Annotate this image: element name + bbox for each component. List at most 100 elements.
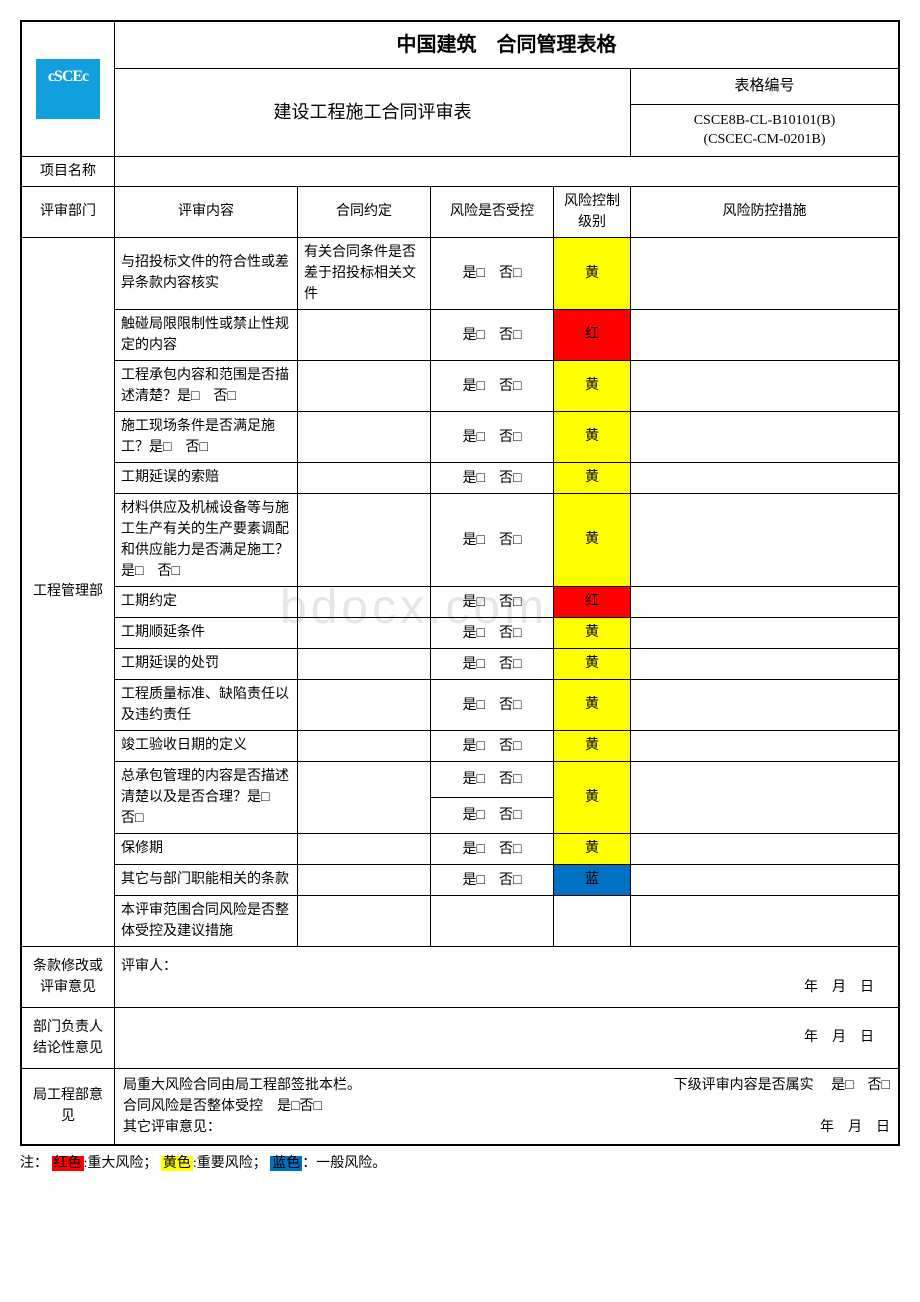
sig3-date: 年 月 日 [820, 1117, 890, 1138]
project-name-label: 项目名称 [21, 156, 115, 186]
row-yn[interactable]: 是□ 否□ [431, 586, 554, 617]
row-measure[interactable] [631, 462, 900, 493]
sig2-body[interactable]: 年 月 日 [115, 1007, 900, 1068]
row-risk: 黄 [554, 730, 631, 761]
row-yn[interactable]: 是□ 否□ [431, 237, 554, 309]
row-agreement [298, 493, 431, 586]
row-risk: 黄 [554, 617, 631, 648]
row-yn[interactable] [431, 895, 554, 946]
row-content: 竣工验收日期的定义 [115, 730, 298, 761]
row-risk: 红 [554, 309, 631, 360]
sig3-body[interactable]: 局重大风险合同由局工程部签批本栏。 下级评审内容是否属实 是□ 否□ 合同风险是… [115, 1068, 900, 1145]
row-agreement [298, 833, 431, 864]
row-measure[interactable] [631, 586, 900, 617]
row-measure[interactable] [631, 895, 900, 946]
row-agreement [298, 761, 431, 833]
row-yn[interactable]: 是□ 否□ [431, 360, 554, 411]
logo-cell: cSCEc [21, 21, 115, 156]
dept-cell: 工程管理部 [21, 237, 115, 946]
row-risk: 黄 [554, 761, 631, 833]
row-measure[interactable] [631, 309, 900, 360]
sig3-line3: 其它评审意见： [123, 1117, 221, 1138]
sig3-yn[interactable]: 是□ 否□ [831, 1078, 890, 1093]
sig3-label: 局工程部意见 [21, 1068, 115, 1145]
sig1-reviewer: 评审人： [121, 959, 177, 974]
row-agreement [298, 462, 431, 493]
row-risk: 黄 [554, 237, 631, 309]
row-content: 施工现场条件是否满足施工？是□ 否□ [115, 411, 298, 462]
row-content: 材料供应及机械设备等与施工生产有关的生产要素调配和供应能力是否满足施工？是□ 否… [115, 493, 298, 586]
form-no: CSCE8B-CL-B10101(B) (CSCEC-CM-0201B) [631, 104, 900, 156]
row-risk: 黄 [554, 411, 631, 462]
row-yn[interactable]: 是□ 否□ [431, 462, 554, 493]
fn-blue: 蓝色 [270, 1156, 302, 1171]
row-risk: 黄 [554, 833, 631, 864]
row-content: 与招投标文件的符合性或差异条款内容核实 [115, 237, 298, 309]
row-yn[interactable]: 是□ 否□ [431, 411, 554, 462]
fn-yellow: 黄色 [161, 1156, 193, 1171]
project-name-value[interactable] [115, 156, 900, 186]
row-content: 工期延误的处罚 [115, 648, 298, 679]
row-agreement [298, 730, 431, 761]
row-measure[interactable] [631, 411, 900, 462]
fn-red: 红色 [52, 1156, 84, 1171]
row-measure[interactable] [631, 864, 900, 895]
row-risk [554, 895, 631, 946]
row-measure[interactable] [631, 679, 900, 730]
row-measure[interactable] [631, 648, 900, 679]
row-measure[interactable] [631, 833, 900, 864]
sig3-line1b: 下级评审内容是否属实 [674, 1078, 814, 1093]
row-agreement [298, 360, 431, 411]
row-measure[interactable] [631, 730, 900, 761]
col-dept: 评审部门 [21, 186, 115, 237]
row-yn[interactable]: 是□ 否□ [431, 648, 554, 679]
row-risk: 黄 [554, 462, 631, 493]
row-risk: 红 [554, 586, 631, 617]
row-measure[interactable] [631, 493, 900, 586]
row-risk: 黄 [554, 493, 631, 586]
sub-title: 建设工程施工合同评审表 [115, 69, 631, 157]
row-yn[interactable]: 是□ 否□ [431, 679, 554, 730]
row-risk: 黄 [554, 679, 631, 730]
row-agreement: 有关合同条件是否差于招投标相关文件 [298, 237, 431, 309]
footnote: 注： 红色:重大风险； 黄色:重要风险； 蓝色：一般风险。 [20, 1152, 900, 1172]
col-agreement: 合同约定 [298, 186, 431, 237]
row-content: 总承包管理的内容是否描述清楚以及是否合理？是□ 否□ [115, 761, 298, 833]
row-measure[interactable] [631, 360, 900, 411]
row-yn[interactable]: 是□ 否□ [431, 493, 554, 586]
sig2-date: 年 月 日 [121, 1027, 892, 1048]
row-agreement [298, 411, 431, 462]
row-yn[interactable]: 是□ 否□ [431, 864, 554, 895]
form-table: cSCEc 中国建筑 合同管理表格 建设工程施工合同评审表 表格编号 CSCE8… [20, 20, 900, 1146]
sig3-line2[interactable]: 合同风险是否整体受控 是□否□ [123, 1096, 890, 1117]
row-risk: 黄 [554, 648, 631, 679]
col-controlled: 风险是否受控 [431, 186, 554, 237]
row-yn[interactable]: 是□ 否□ [431, 833, 554, 864]
row-content: 工期顺延条件 [115, 617, 298, 648]
row-measure[interactable] [631, 761, 900, 833]
row-agreement [298, 309, 431, 360]
row-agreement [298, 617, 431, 648]
row-yn[interactable]: 是□ 否□ [431, 797, 554, 833]
row-measure[interactable] [631, 237, 900, 309]
main-title: 中国建筑 合同管理表格 [115, 21, 900, 69]
sig1-body[interactable]: 评审人： 年 月 日 [115, 946, 900, 1007]
sig3-line1a: 局重大风险合同由局工程部签批本栏。 [123, 1075, 361, 1096]
row-measure[interactable] [631, 617, 900, 648]
sig1-date: 年 月 日 [121, 977, 892, 998]
row-content: 保修期 [115, 833, 298, 864]
col-content: 评审内容 [115, 186, 298, 237]
fn-red-txt: :重大风险； [84, 1156, 158, 1171]
row-content: 工期约定 [115, 586, 298, 617]
sig2-label: 部门负责人结论性意见 [21, 1007, 115, 1068]
row-content: 其它与部门职能相关的条款 [115, 864, 298, 895]
row-risk: 蓝 [554, 864, 631, 895]
row-yn[interactable]: 是□ 否□ [431, 617, 554, 648]
col-measure: 风险防控措施 [631, 186, 900, 237]
row-agreement [298, 679, 431, 730]
company-logo: cSCEc [36, 59, 100, 119]
row-yn[interactable]: 是□ 否□ [431, 761, 554, 797]
row-yn[interactable]: 是□ 否□ [431, 730, 554, 761]
form-no-2: (CSCEC-CM-0201B) [703, 132, 825, 147]
row-yn[interactable]: 是□ 否□ [431, 309, 554, 360]
